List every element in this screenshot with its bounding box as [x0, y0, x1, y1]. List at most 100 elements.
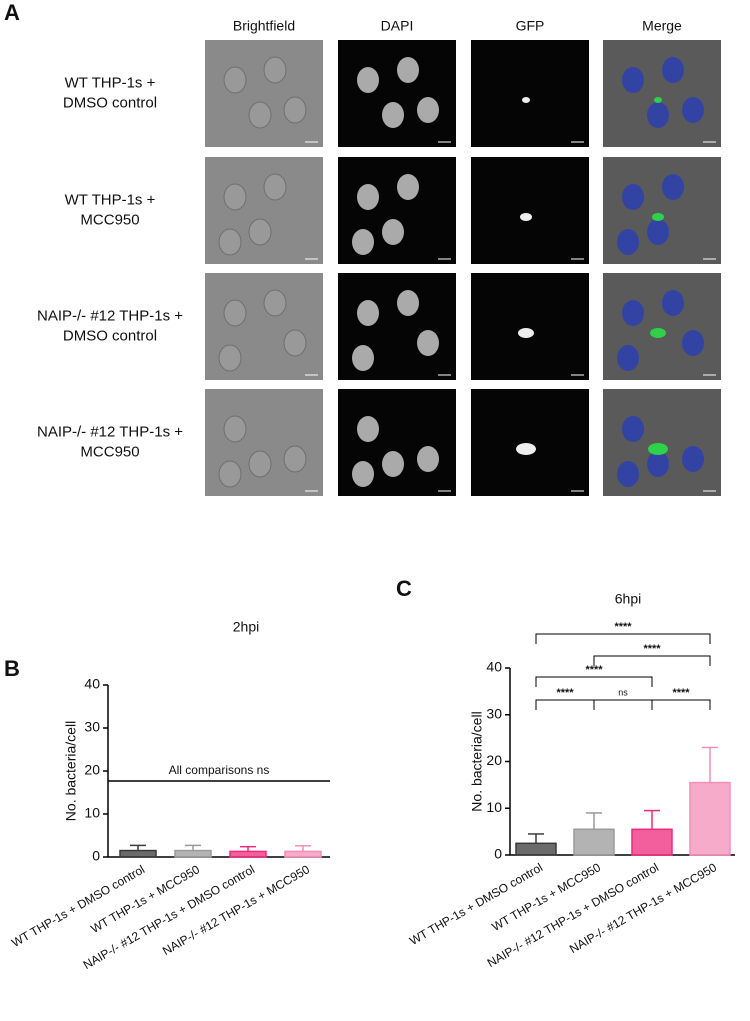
row-label: DMSO control: [63, 327, 157, 344]
row-label: NAIP-/- #12 THP-1s +: [37, 307, 183, 324]
cell: [662, 174, 684, 200]
row-label: MCC950: [80, 211, 139, 228]
cell: [352, 345, 374, 371]
cell: [397, 174, 419, 200]
micrograph: [471, 40, 589, 147]
micrograph: [338, 40, 456, 147]
bar: [174, 849, 212, 858]
panel-letter: B: [4, 656, 20, 681]
bacteria: [518, 328, 534, 338]
cell: [223, 299, 247, 327]
cell: [622, 67, 644, 93]
bacteria: [648, 443, 668, 455]
y-tick-label: 40: [84, 676, 100, 692]
bacteria: [522, 97, 530, 103]
comparison-bracket: [535, 633, 711, 644]
column-header: GFP: [516, 18, 545, 34]
cell: [248, 218, 272, 246]
cell: [622, 416, 644, 442]
y-tick-label: 20: [486, 752, 502, 768]
cell: [417, 330, 439, 356]
row-label: WT THP-1s +: [65, 74, 156, 91]
row-label: DMSO control: [63, 94, 157, 111]
cell: [382, 451, 404, 477]
cell: [647, 451, 669, 477]
y-tick-label: 40: [486, 659, 502, 675]
cell: [397, 290, 419, 316]
comparison-bracket: [593, 699, 653, 710]
cell: [352, 461, 374, 487]
panel-letter: C: [396, 576, 412, 601]
micrograph: [471, 273, 589, 380]
cell: [622, 184, 644, 210]
comparison-bracket: [593, 655, 711, 666]
cell: [382, 102, 404, 128]
bar: [515, 842, 557, 856]
cell: [283, 445, 307, 473]
column-header: Merge: [642, 18, 682, 34]
cell: [263, 173, 287, 201]
bacteria: [650, 328, 666, 338]
cell: [352, 229, 374, 255]
comparison-bracket: [535, 699, 595, 710]
significance: ****: [672, 687, 690, 699]
significance: ns: [618, 687, 628, 697]
micrograph: [603, 40, 721, 147]
chart-title: 6hpi: [615, 591, 641, 607]
comparison-bracket: [535, 676, 653, 687]
row-label: NAIP-/- #12 THP-1s +: [37, 423, 183, 440]
bar: [573, 828, 615, 856]
cell: [662, 290, 684, 316]
cell: [417, 97, 439, 123]
comparison-bracket: [651, 699, 711, 710]
y-tick-label: 10: [486, 799, 502, 815]
y-axis-label: No. bacteria/cell: [63, 721, 79, 821]
y-tick-label: 20: [84, 762, 100, 778]
cell: [397, 57, 419, 83]
significance: ****: [614, 621, 632, 633]
cell: [662, 57, 684, 83]
cell: [622, 300, 644, 326]
cell: [263, 289, 287, 317]
cell: [682, 97, 704, 123]
y-tick-label: 0: [494, 846, 502, 862]
bacteria: [654, 97, 662, 103]
bar: [284, 850, 322, 858]
cell: [223, 183, 247, 211]
cell: [417, 446, 439, 472]
bar: [689, 781, 731, 856]
cell: [357, 67, 379, 93]
cell: [617, 229, 639, 255]
cell: [263, 56, 287, 84]
micrograph: [471, 157, 589, 264]
y-tick-label: 30: [486, 705, 502, 721]
micrograph: [471, 389, 589, 496]
cell: [223, 66, 247, 94]
significance: ****: [643, 643, 661, 655]
cell: [218, 460, 242, 488]
annotation: All comparisons ns: [169, 763, 270, 777]
bar: [631, 828, 673, 856]
cell: [357, 184, 379, 210]
cell: [357, 300, 379, 326]
y-tick-label: 0: [92, 848, 100, 864]
chart-title: 2hpi: [233, 619, 259, 635]
micrograph: [205, 40, 323, 147]
column-header: DAPI: [381, 18, 414, 34]
bar: [119, 849, 157, 858]
cell: [647, 219, 669, 245]
column-header: Brightfield: [233, 18, 295, 34]
bacteria: [652, 213, 664, 221]
cell: [682, 330, 704, 356]
cell: [248, 450, 272, 478]
cell: [218, 344, 242, 372]
cell: [357, 416, 379, 442]
y-tick-label: 10: [84, 805, 100, 821]
cell: [382, 219, 404, 245]
cell: [283, 96, 307, 124]
significance: ****: [556, 687, 574, 699]
row-label: WT THP-1s +: [65, 191, 156, 208]
bacteria: [516, 443, 536, 455]
y-tick-label: 30: [84, 719, 100, 735]
